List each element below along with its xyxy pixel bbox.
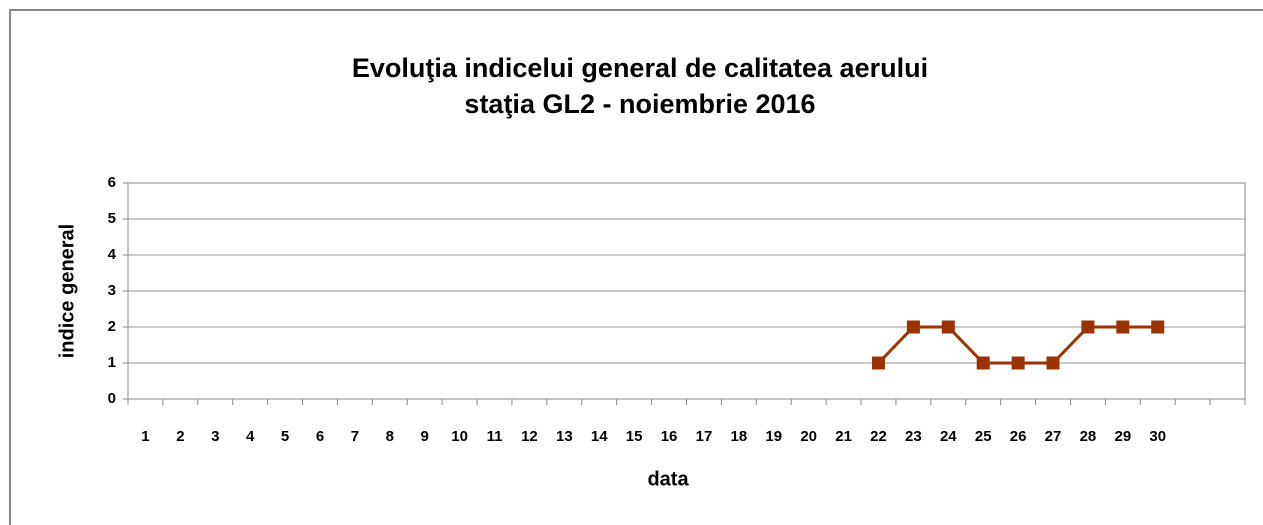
x-tick-label: 23 [905, 428, 922, 445]
point-marker [1011, 356, 1025, 370]
x-tick-label: 4 [246, 428, 255, 445]
x-tick-label: 27 [1045, 428, 1062, 445]
x-tick-label: 26 [1010, 428, 1027, 445]
x-tick-label: 8 [386, 428, 394, 445]
point-marker [906, 320, 920, 334]
point-marker [941, 320, 955, 334]
x-tick-label: 12 [521, 428, 538, 445]
x-tick-label: 21 [835, 428, 852, 445]
x-tick-label: 16 [661, 428, 678, 445]
x-tick-label: 9 [421, 428, 429, 445]
chart-title: Evoluţia indicelui general de calitatea … [352, 53, 928, 83]
x-tick-label: 24 [940, 428, 957, 445]
y-axis-title: indice general [56, 224, 78, 359]
x-tick-label: 10 [451, 428, 468, 445]
x-tick-label: 6 [316, 428, 324, 445]
x-tick-label: 14 [591, 428, 608, 445]
y-tick-label: 4 [108, 246, 117, 263]
x-tick-label: 3 [211, 428, 219, 445]
y-tick-label: 5 [108, 210, 116, 227]
x-tick-label: 20 [800, 428, 817, 445]
x-tick-label: 22 [870, 428, 887, 445]
x-tick-label: 19 [765, 428, 782, 445]
y-tick-label: 3 [108, 282, 116, 299]
point-marker [1081, 320, 1095, 334]
x-tick-label: 11 [487, 428, 503, 445]
x-tick-label: 7 [351, 428, 359, 445]
point-marker [1046, 356, 1060, 370]
point-marker [1116, 320, 1130, 334]
x-tick-label: 2 [176, 428, 184, 445]
x-axis-title: data [647, 468, 689, 490]
y-tick-label: 6 [108, 174, 116, 191]
x-tick-label: 5 [281, 428, 289, 445]
x-tick-label: 18 [731, 428, 748, 445]
point-marker [871, 356, 885, 370]
x-tick-label: 17 [696, 428, 713, 445]
point-marker [976, 356, 990, 370]
x-tick-label: 13 [556, 428, 573, 445]
y-tick-label: 2 [108, 318, 116, 335]
x-tick-label: 25 [975, 428, 992, 445]
x-tick-label: 29 [1114, 428, 1131, 445]
y-tick-label: 0 [108, 390, 116, 407]
x-tick-label: 1 [141, 428, 149, 445]
y-tick-label: 1 [108, 354, 116, 371]
point-marker [1151, 320, 1165, 334]
x-tick-label: 28 [1080, 428, 1097, 445]
chart-title: staţia GL2 - noiembrie 2016 [464, 89, 815, 119]
chart-frame [9, 9, 1263, 525]
x-tick-label: 30 [1149, 428, 1166, 445]
x-tick-label: 15 [626, 428, 643, 445]
